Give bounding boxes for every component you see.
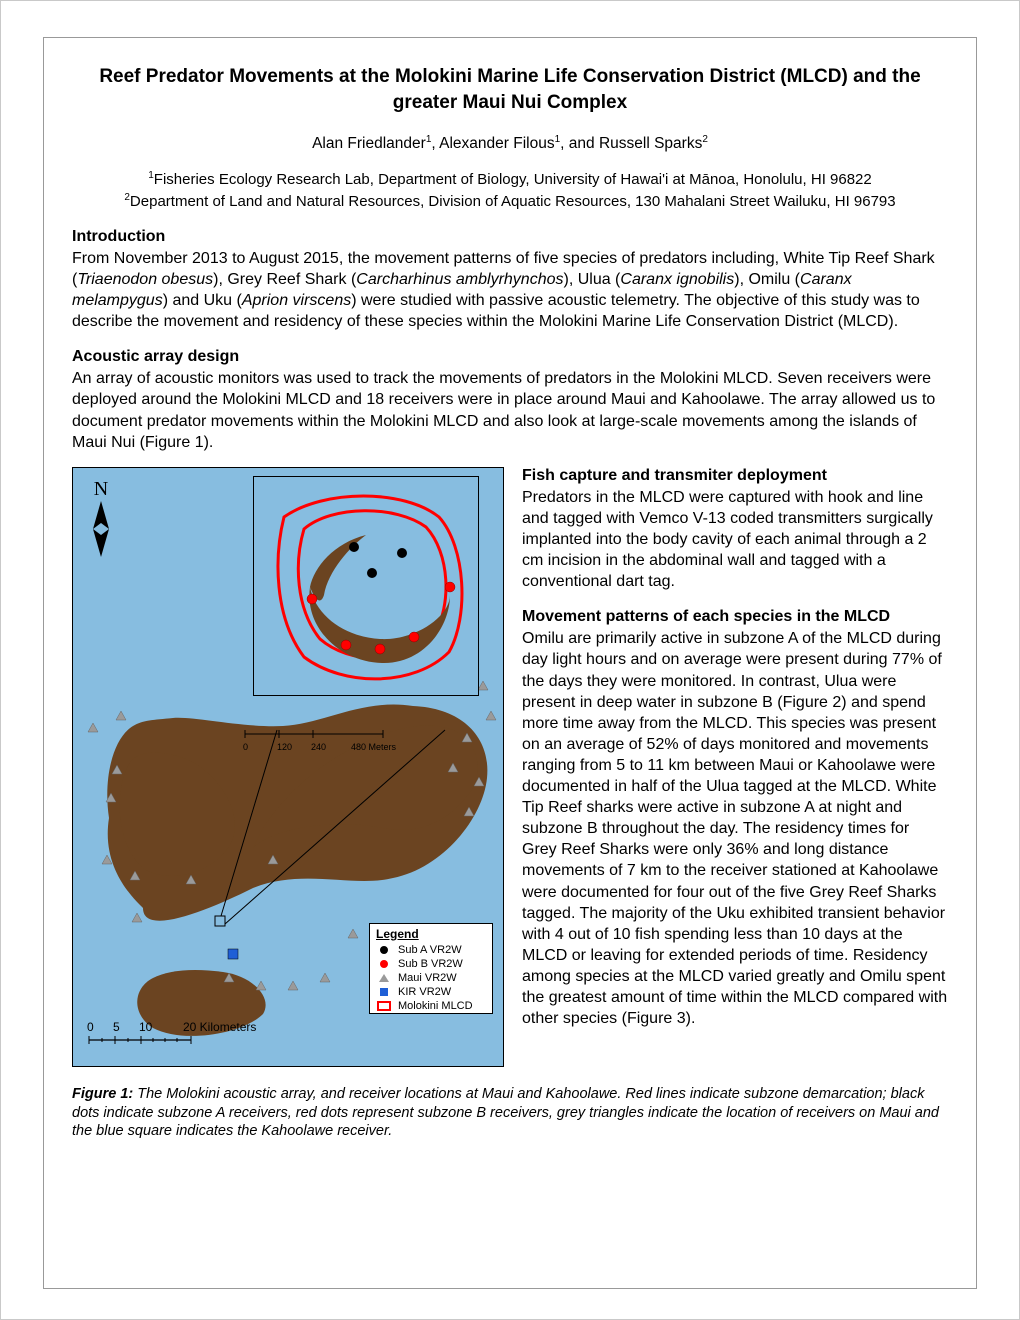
map-figure: N xyxy=(72,467,504,1067)
affiliation-2: 2Department of Land and Natural Resource… xyxy=(72,191,948,212)
scale-1: 5 xyxy=(113,1020,139,1034)
caption-text: The Molokini acoustic array, and receive… xyxy=(72,1086,939,1140)
affiliation-2-text: Department of Land and Natural Resources… xyxy=(130,193,896,210)
scale-0: 0 xyxy=(87,1020,113,1034)
species-1: Triaenodon obesus xyxy=(77,271,213,288)
map-legend: Legend Sub A VR2W Sub B VR2W Maui VR2W KIR … xyxy=(369,923,493,1014)
scale-2: 10 xyxy=(139,1020,183,1034)
array-body: An array of acoustic monitors was used t… xyxy=(72,368,948,452)
t2: ), Grey Reef Shark ( xyxy=(213,271,356,288)
north-label: N xyxy=(87,478,115,501)
two-column-layout: N xyxy=(72,467,948,1067)
text-column: Fish capture and transmiter deployment P… xyxy=(522,467,948,1067)
movement-body: Omilu are primarily active in subzone A … xyxy=(522,628,948,1029)
authors-line: Alan Friedlander1, Alexander Filous1, an… xyxy=(72,133,948,155)
page-inner-border: Reef Predator Movements at the Molokini … xyxy=(43,37,977,1289)
affiliation-1: 1Fisheries Ecology Research Lab, Departm… xyxy=(72,169,948,190)
legend-symbol-icon xyxy=(376,958,392,970)
legend-symbol-icon xyxy=(376,1000,392,1012)
page: Reef Predator Movements at the Molokini … xyxy=(0,0,1020,1320)
legend-label: Sub A VR2W xyxy=(398,944,462,956)
north-arrow-icon xyxy=(87,501,115,557)
intro-heading: Introduction xyxy=(72,228,948,246)
figure-1-caption: Figure 1: The Molokini acoustic array, a… xyxy=(72,1085,948,1142)
legend-title: Legend xyxy=(370,924,492,943)
inset-scale-1: 120 xyxy=(277,742,311,752)
legend-row: Maui VR2W xyxy=(370,971,492,985)
inset-scale-0: 0 xyxy=(243,742,277,752)
species-2: Carcharhinus amblyrhynchos xyxy=(356,271,563,288)
inset-svg xyxy=(254,477,480,697)
legend-row: Molokini MLCD xyxy=(370,999,492,1013)
fish-heading: Fish capture and transmiter deployment xyxy=(522,467,948,485)
t4: ), Omilu ( xyxy=(734,271,800,288)
affiliation-1-text: Fisheries Ecology Research Lab, Departme… xyxy=(154,171,872,188)
species-5: Aprion virscens xyxy=(242,292,351,309)
species-3: Caranx ignobilis xyxy=(620,271,734,288)
north-arrow: N xyxy=(87,478,115,557)
map-column: N xyxy=(72,467,504,1067)
legend-symbol-icon xyxy=(376,986,392,998)
legend-row: Sub B VR2W xyxy=(370,957,492,971)
legend-row: KIR VR2W xyxy=(370,985,492,999)
inset-scalebar: 0 120 240 480 Meters xyxy=(243,726,396,752)
legend-label: Sub B VR2W xyxy=(398,958,463,970)
t5: ) and Uku ( xyxy=(163,292,242,309)
map-inset xyxy=(253,476,479,696)
legend-label: Maui VR2W xyxy=(398,972,457,984)
document-title: Reef Predator Movements at the Molokini … xyxy=(72,64,948,115)
legend-label: KIR VR2W xyxy=(398,986,451,998)
intro-body: From November 2013 to August 2015, the m… xyxy=(72,248,948,332)
array-heading: Acoustic array design xyxy=(72,348,948,366)
inset-scale-3: 480 Meters xyxy=(351,742,396,752)
caption-label: Figure 1: xyxy=(72,1086,133,1102)
fish-body: Predators in the MLCD were captured with… xyxy=(522,487,948,593)
legend-row: Sub A VR2W xyxy=(370,943,492,957)
movement-heading: Movement patterns of each species in the… xyxy=(522,608,948,626)
inset-scale-2: 240 xyxy=(311,742,351,752)
legend-symbol-icon xyxy=(376,972,392,984)
t3: ), Ulua ( xyxy=(563,271,620,288)
legend-symbol-icon xyxy=(376,944,392,956)
legend-label: Molokini MLCD xyxy=(398,1000,473,1012)
map-scalebar: 0 5 10 20 Kilometers xyxy=(87,1020,257,1048)
scale-3: 20 Kilometers xyxy=(183,1020,256,1034)
